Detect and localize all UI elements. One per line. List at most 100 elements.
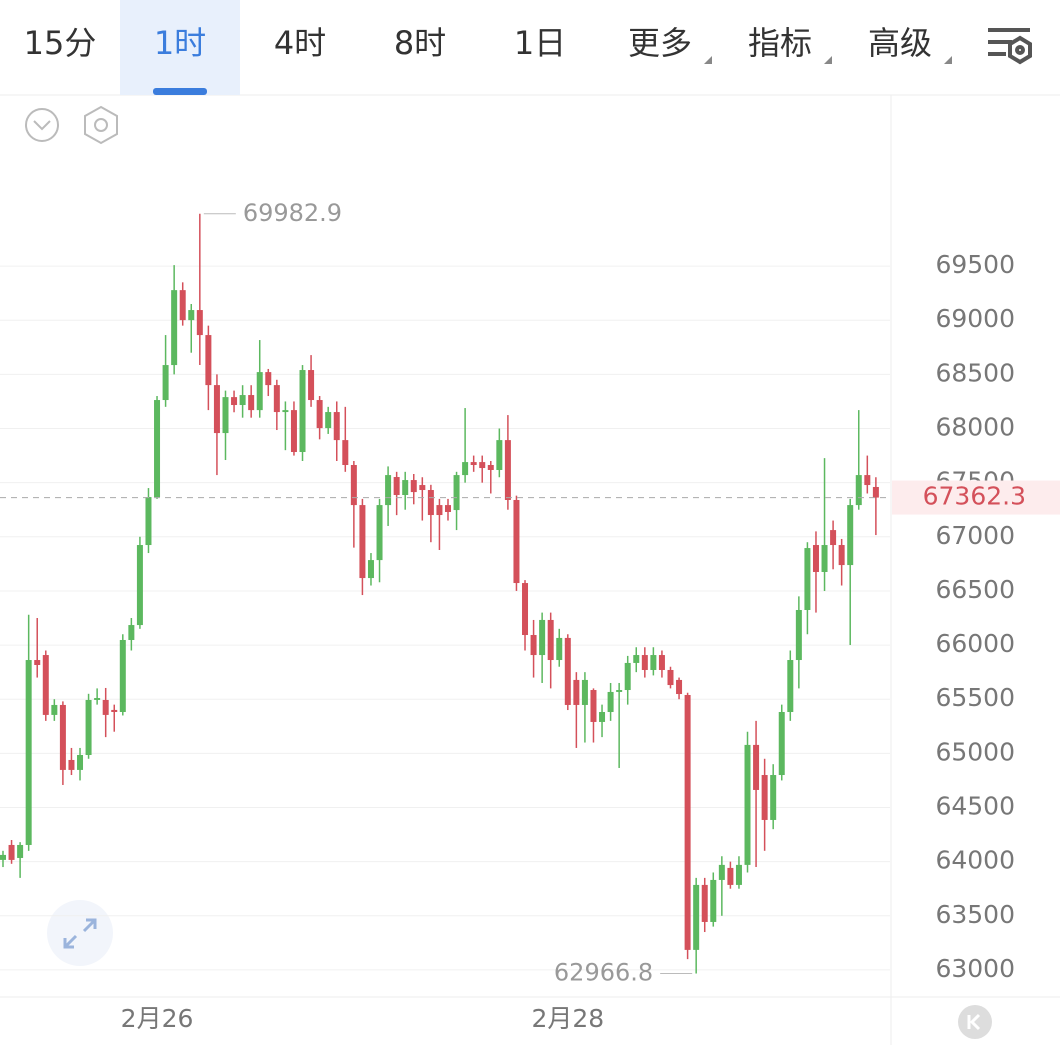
candle-body bbox=[419, 485, 426, 491]
candle-body bbox=[735, 864, 742, 885]
candle-body bbox=[25, 660, 32, 845]
candle-body bbox=[111, 709, 118, 712]
candle-body bbox=[8, 844, 15, 860]
candle-body bbox=[701, 884, 708, 922]
toolbar-tab[interactable]: 1时 bbox=[154, 24, 206, 62]
candle-body bbox=[402, 480, 409, 495]
y-tick-label: 63500 bbox=[935, 900, 1015, 929]
candle-body bbox=[444, 505, 451, 512]
candle-body bbox=[710, 879, 717, 922]
last-price-box bbox=[892, 480, 1060, 515]
dropdown-caret bbox=[944, 56, 952, 64]
candle-body bbox=[821, 545, 828, 572]
y-tick-label: 69000 bbox=[935, 304, 1015, 333]
toolbar-tab[interactable]: 更多 bbox=[628, 24, 692, 62]
candle-body bbox=[462, 462, 469, 476]
candle-body bbox=[77, 754, 84, 770]
toolbar-settings-icon[interactable] bbox=[988, 28, 1032, 65]
candle-body bbox=[770, 775, 777, 820]
candle-body bbox=[299, 370, 306, 453]
candle-body bbox=[316, 400, 323, 429]
candle-body bbox=[581, 679, 588, 705]
candle-body bbox=[231, 397, 238, 406]
candle-body bbox=[556, 637, 563, 661]
candle-body bbox=[778, 711, 785, 776]
x-tick-label: 2月28 bbox=[531, 1004, 604, 1033]
candle-body bbox=[265, 372, 272, 386]
candle-body bbox=[787, 660, 794, 712]
candle-body bbox=[522, 583, 529, 636]
candle-body bbox=[333, 412, 340, 441]
candle-body bbox=[154, 400, 161, 498]
candle-body bbox=[641, 655, 648, 670]
candle-body bbox=[436, 505, 443, 516]
candle-body bbox=[359, 505, 366, 579]
toolbar-tab[interactable]: 高级 bbox=[868, 24, 932, 62]
candle-body bbox=[85, 699, 92, 755]
toolbar-tab[interactable]: 8时 bbox=[394, 24, 446, 62]
high-marker-label: 69982.9 bbox=[243, 199, 342, 227]
candle-body bbox=[624, 662, 631, 691]
candle-body bbox=[539, 619, 546, 656]
candle-body bbox=[213, 385, 220, 434]
y-tick-label: 67000 bbox=[935, 521, 1015, 550]
candle-body bbox=[650, 655, 657, 670]
candle-body bbox=[290, 410, 297, 453]
toolbar-tab[interactable]: 1日 bbox=[514, 24, 566, 62]
candle-body bbox=[222, 397, 229, 434]
y-tick-label: 63000 bbox=[935, 954, 1015, 983]
candle-body bbox=[385, 475, 392, 506]
candle-body bbox=[744, 744, 751, 865]
low-marker-label: 62966.8 bbox=[554, 959, 653, 987]
candle-body bbox=[504, 440, 511, 500]
fullscreen-button[interactable] bbox=[47, 900, 113, 966]
candle-body bbox=[51, 704, 58, 715]
candle-body bbox=[847, 505, 854, 566]
candle-body bbox=[119, 639, 126, 712]
candle-body bbox=[188, 310, 195, 321]
candle-body bbox=[513, 499, 520, 584]
candle-body bbox=[487, 465, 494, 470]
y-tick-label: 64500 bbox=[935, 792, 1015, 821]
candle-body bbox=[718, 864, 725, 880]
candle-body bbox=[496, 440, 503, 470]
candle-body bbox=[376, 505, 383, 561]
candle-body bbox=[393, 477, 400, 495]
candle-body bbox=[128, 625, 135, 640]
candle-body bbox=[693, 884, 700, 950]
collapse-button[interactable] bbox=[25, 108, 59, 142]
candle-body bbox=[684, 694, 691, 950]
candle-body bbox=[350, 465, 357, 506]
toolbar-tab[interactable]: 指标 bbox=[748, 24, 812, 62]
dropdown-caret bbox=[824, 56, 832, 64]
candle-body bbox=[530, 635, 537, 656]
candle-body bbox=[17, 844, 24, 858]
candle-body bbox=[855, 475, 862, 506]
chart-settings-dot bbox=[94, 118, 108, 132]
chart-settings-button[interactable] bbox=[84, 105, 118, 145]
collapse-chevron bbox=[33, 120, 51, 131]
candle-body bbox=[205, 335, 212, 386]
candle-body bbox=[239, 395, 246, 406]
y-tick-label: 65000 bbox=[935, 737, 1015, 766]
candle-body bbox=[102, 699, 109, 715]
candle-body bbox=[427, 490, 434, 516]
candle-body bbox=[136, 545, 143, 626]
candle-body bbox=[325, 412, 332, 429]
candle-body bbox=[196, 310, 203, 336]
candle-body bbox=[34, 660, 41, 666]
scroll-latest-button[interactable] bbox=[958, 1005, 992, 1039]
candle-body bbox=[599, 711, 606, 722]
candle-body bbox=[761, 775, 768, 820]
toolbar-tab[interactable]: 4时 bbox=[274, 24, 326, 62]
candle-body bbox=[667, 669, 674, 686]
toolbar-tab[interactable]: 15分 bbox=[24, 24, 97, 62]
candle-body bbox=[812, 545, 819, 572]
candle-body bbox=[676, 679, 683, 695]
active-tab-bg bbox=[120, 0, 240, 95]
scroll-latest-icon bbox=[969, 1013, 981, 1031]
candle-body bbox=[171, 290, 178, 366]
last-price-label: 67362.3 bbox=[923, 482, 1026, 511]
